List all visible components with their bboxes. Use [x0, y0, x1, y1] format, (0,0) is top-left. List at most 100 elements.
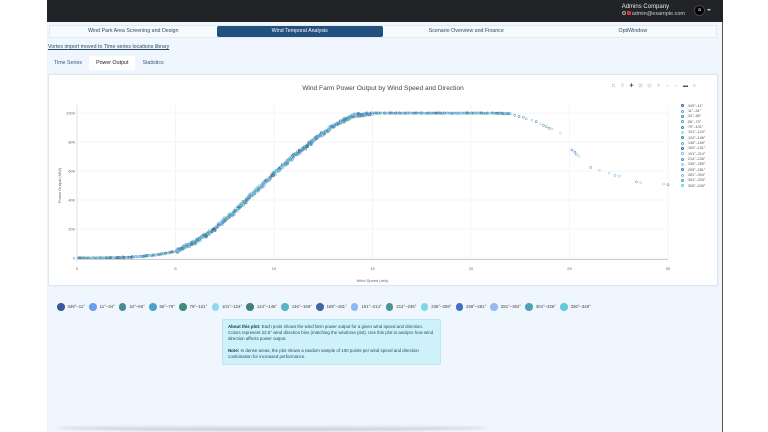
legend-item[interactable]: 236°–259°: [681, 162, 721, 167]
chevron-down-icon[interactable]: [707, 9, 711, 11]
direction-legend-item: 11°–34°: [89, 303, 115, 311]
svg-text:15: 15: [370, 266, 375, 271]
scatter-plot[interactable]: 0 5 10 15 20 25 30 0 200 400 600 800 1000 Wind Speed …: [49, 75, 719, 287]
direction-legend-item: 79°–101°: [179, 303, 207, 311]
direction-label: 101°–124°: [222, 304, 243, 310]
svg-text:0: 0: [76, 266, 79, 271]
svg-text:600: 600: [68, 168, 75, 173]
direction-label: 34°–56°: [129, 304, 145, 310]
color-swatch-icon: [490, 303, 498, 311]
company-name: Admins Company: [621, 4, 670, 10]
svg-text:10: 10: [272, 266, 277, 271]
legend-item[interactable]: 146°–169°: [681, 140, 721, 145]
color-swatch-icon: [281, 303, 289, 311]
legend-item[interactable]: 281°–304°: [681, 172, 721, 177]
color-swatch-icon: [149, 303, 157, 311]
legend-label: 169°–191°: [688, 146, 706, 151]
decorative-shadow: [57, 425, 487, 431]
color-swatch-icon: [179, 303, 187, 311]
legend-marker-icon: [681, 109, 684, 113]
direction-label: 124°–146°: [256, 304, 278, 310]
hover-compare-icon[interactable]: ≡: [693, 83, 696, 89]
color-swatch-icon: [455, 303, 464, 311]
zoom-in-icon[interactable]: ⊞: [638, 83, 643, 89]
legend-label: 214°–236°: [688, 157, 706, 162]
autoscale-icon[interactable]: ✕: [656, 83, 661, 89]
legend-label: 259°–281°: [688, 167, 706, 172]
note-title: Note:: [228, 347, 240, 353]
direction-label: 281°–304°: [500, 304, 522, 310]
legend-label: 236°–259°: [688, 162, 706, 167]
legend-item[interactable]: 11°–34°: [681, 108, 721, 113]
subtab-power-output[interactable]: Power Output: [89, 56, 136, 70]
legend-label: 101°–124°: [688, 130, 706, 135]
legend-item[interactable]: 34°–56°: [681, 114, 721, 119]
legend-label: 281°–304°: [688, 173, 706, 178]
legend-label: 326°–349°: [688, 183, 706, 188]
subtab-statistics[interactable]: Statistics: [142, 60, 164, 66]
about-title: About this plot:: [228, 324, 261, 329]
tab-wind-temporal-analysis[interactable]: Wind Temporal Analysis: [216, 26, 383, 37]
subtab-time-series[interactable]: Time Series: [54, 60, 83, 66]
status-icon: [626, 11, 631, 16]
zoom-out-icon[interactable]: ⊟: [647, 83, 652, 89]
direction-legend-item: 349°–11°: [57, 303, 85, 311]
avatar[interactable]: a: [694, 5, 705, 16]
direction-label: 169°–191°: [326, 304, 347, 310]
tab-wind-park-area-screening[interactable]: Wind Park Area Screening and Design: [88, 28, 179, 34]
user-info[interactable]: Admins Company admin@example.com: [621, 4, 685, 17]
legend-item[interactable]: 169°–191°: [681, 146, 721, 151]
svg-text:400: 400: [68, 197, 75, 202]
legend-marker-icon: [681, 114, 684, 118]
pan-icon[interactable]: ✚: [629, 83, 634, 89]
reset-axes-icon[interactable]: ⌂: [665, 83, 670, 89]
legend-item[interactable]: 326°–349°: [681, 183, 721, 188]
svg-text:200: 200: [68, 226, 75, 231]
direction-label: 259°–281°: [466, 304, 487, 310]
top-bar: Admins Company admin@example.com a: [47, 0, 723, 22]
legend-item[interactable]: 191°–214°: [681, 151, 721, 156]
spike-lines-icon[interactable]: ⌐: [675, 83, 678, 89]
svg-text:0: 0: [73, 255, 76, 260]
legend-item[interactable]: 124°–146°: [681, 135, 721, 140]
svg-text:5: 5: [174, 266, 177, 271]
info-icon: [621, 11, 626, 16]
direction-legend-item: 56°–79°: [149, 303, 175, 311]
legend-label: 34°–56°: [688, 114, 702, 119]
legend-label: 11°–34°: [688, 109, 701, 114]
tab-scenario-overview[interactable]: Scenario Overview and Finance: [428, 28, 504, 34]
svg-text:20: 20: [469, 266, 474, 271]
app-window: Admins Company admin@example.com a Wind …: [47, 0, 723, 432]
legend-item[interactable]: 349°–11°: [681, 103, 721, 108]
legend-marker-icon: [681, 168, 684, 172]
legend-item[interactable]: 259°–281°: [681, 167, 721, 172]
main-nav-tabs: Wind Park Area Screening and Design Wind…: [49, 25, 717, 38]
vortex-import-link[interactable]: Vortex import moved to Time series locat…: [48, 44, 170, 50]
legend-marker-icon: [681, 136, 684, 140]
color-swatch-icon: [525, 303, 533, 311]
direction-legend-item: 34°–56°: [118, 303, 145, 311]
legend-marker-icon: [681, 184, 684, 188]
direction-legend-item: 101°–124°: [211, 303, 243, 311]
sub-tabs: Time Series Power Output Statistics: [47, 56, 171, 70]
hover-closest-icon[interactable]: ▬: [683, 83, 688, 89]
camera-icon[interactable]: ◘: [611, 83, 616, 89]
plot-info-box: About this plot: Each point shows the wi…: [222, 319, 441, 365]
direction-legend-item: 304°–326°: [525, 303, 556, 311]
color-swatch-icon: [420, 303, 429, 311]
direction-legend-item: 259°–281°: [455, 303, 487, 311]
zoom-icon[interactable]: ⚲: [620, 83, 625, 89]
legend-item[interactable]: 214°–236°: [681, 156, 721, 161]
legend-item[interactable]: 304°–326°: [681, 178, 721, 183]
direction-legend-item: 146°–169°: [281, 303, 312, 311]
legend-item[interactable]: 101°–124°: [681, 130, 721, 135]
direction-label: 214°–236°: [396, 304, 417, 310]
legend-item[interactable]: 56°–79°: [681, 119, 721, 124]
svg-text:1000: 1000: [66, 110, 76, 115]
legend-item[interactable]: 79°–101°: [681, 124, 721, 129]
legend-marker-icon: [681, 125, 684, 129]
direction-label: 11°–34°: [99, 304, 115, 310]
direction-label: 191°–214°: [361, 304, 382, 310]
plot-card: Wind Farm Power Output by Wind Speed and…: [48, 74, 718, 286]
tab-optiwindow[interactable]: OptiWindow: [618, 28, 648, 34]
